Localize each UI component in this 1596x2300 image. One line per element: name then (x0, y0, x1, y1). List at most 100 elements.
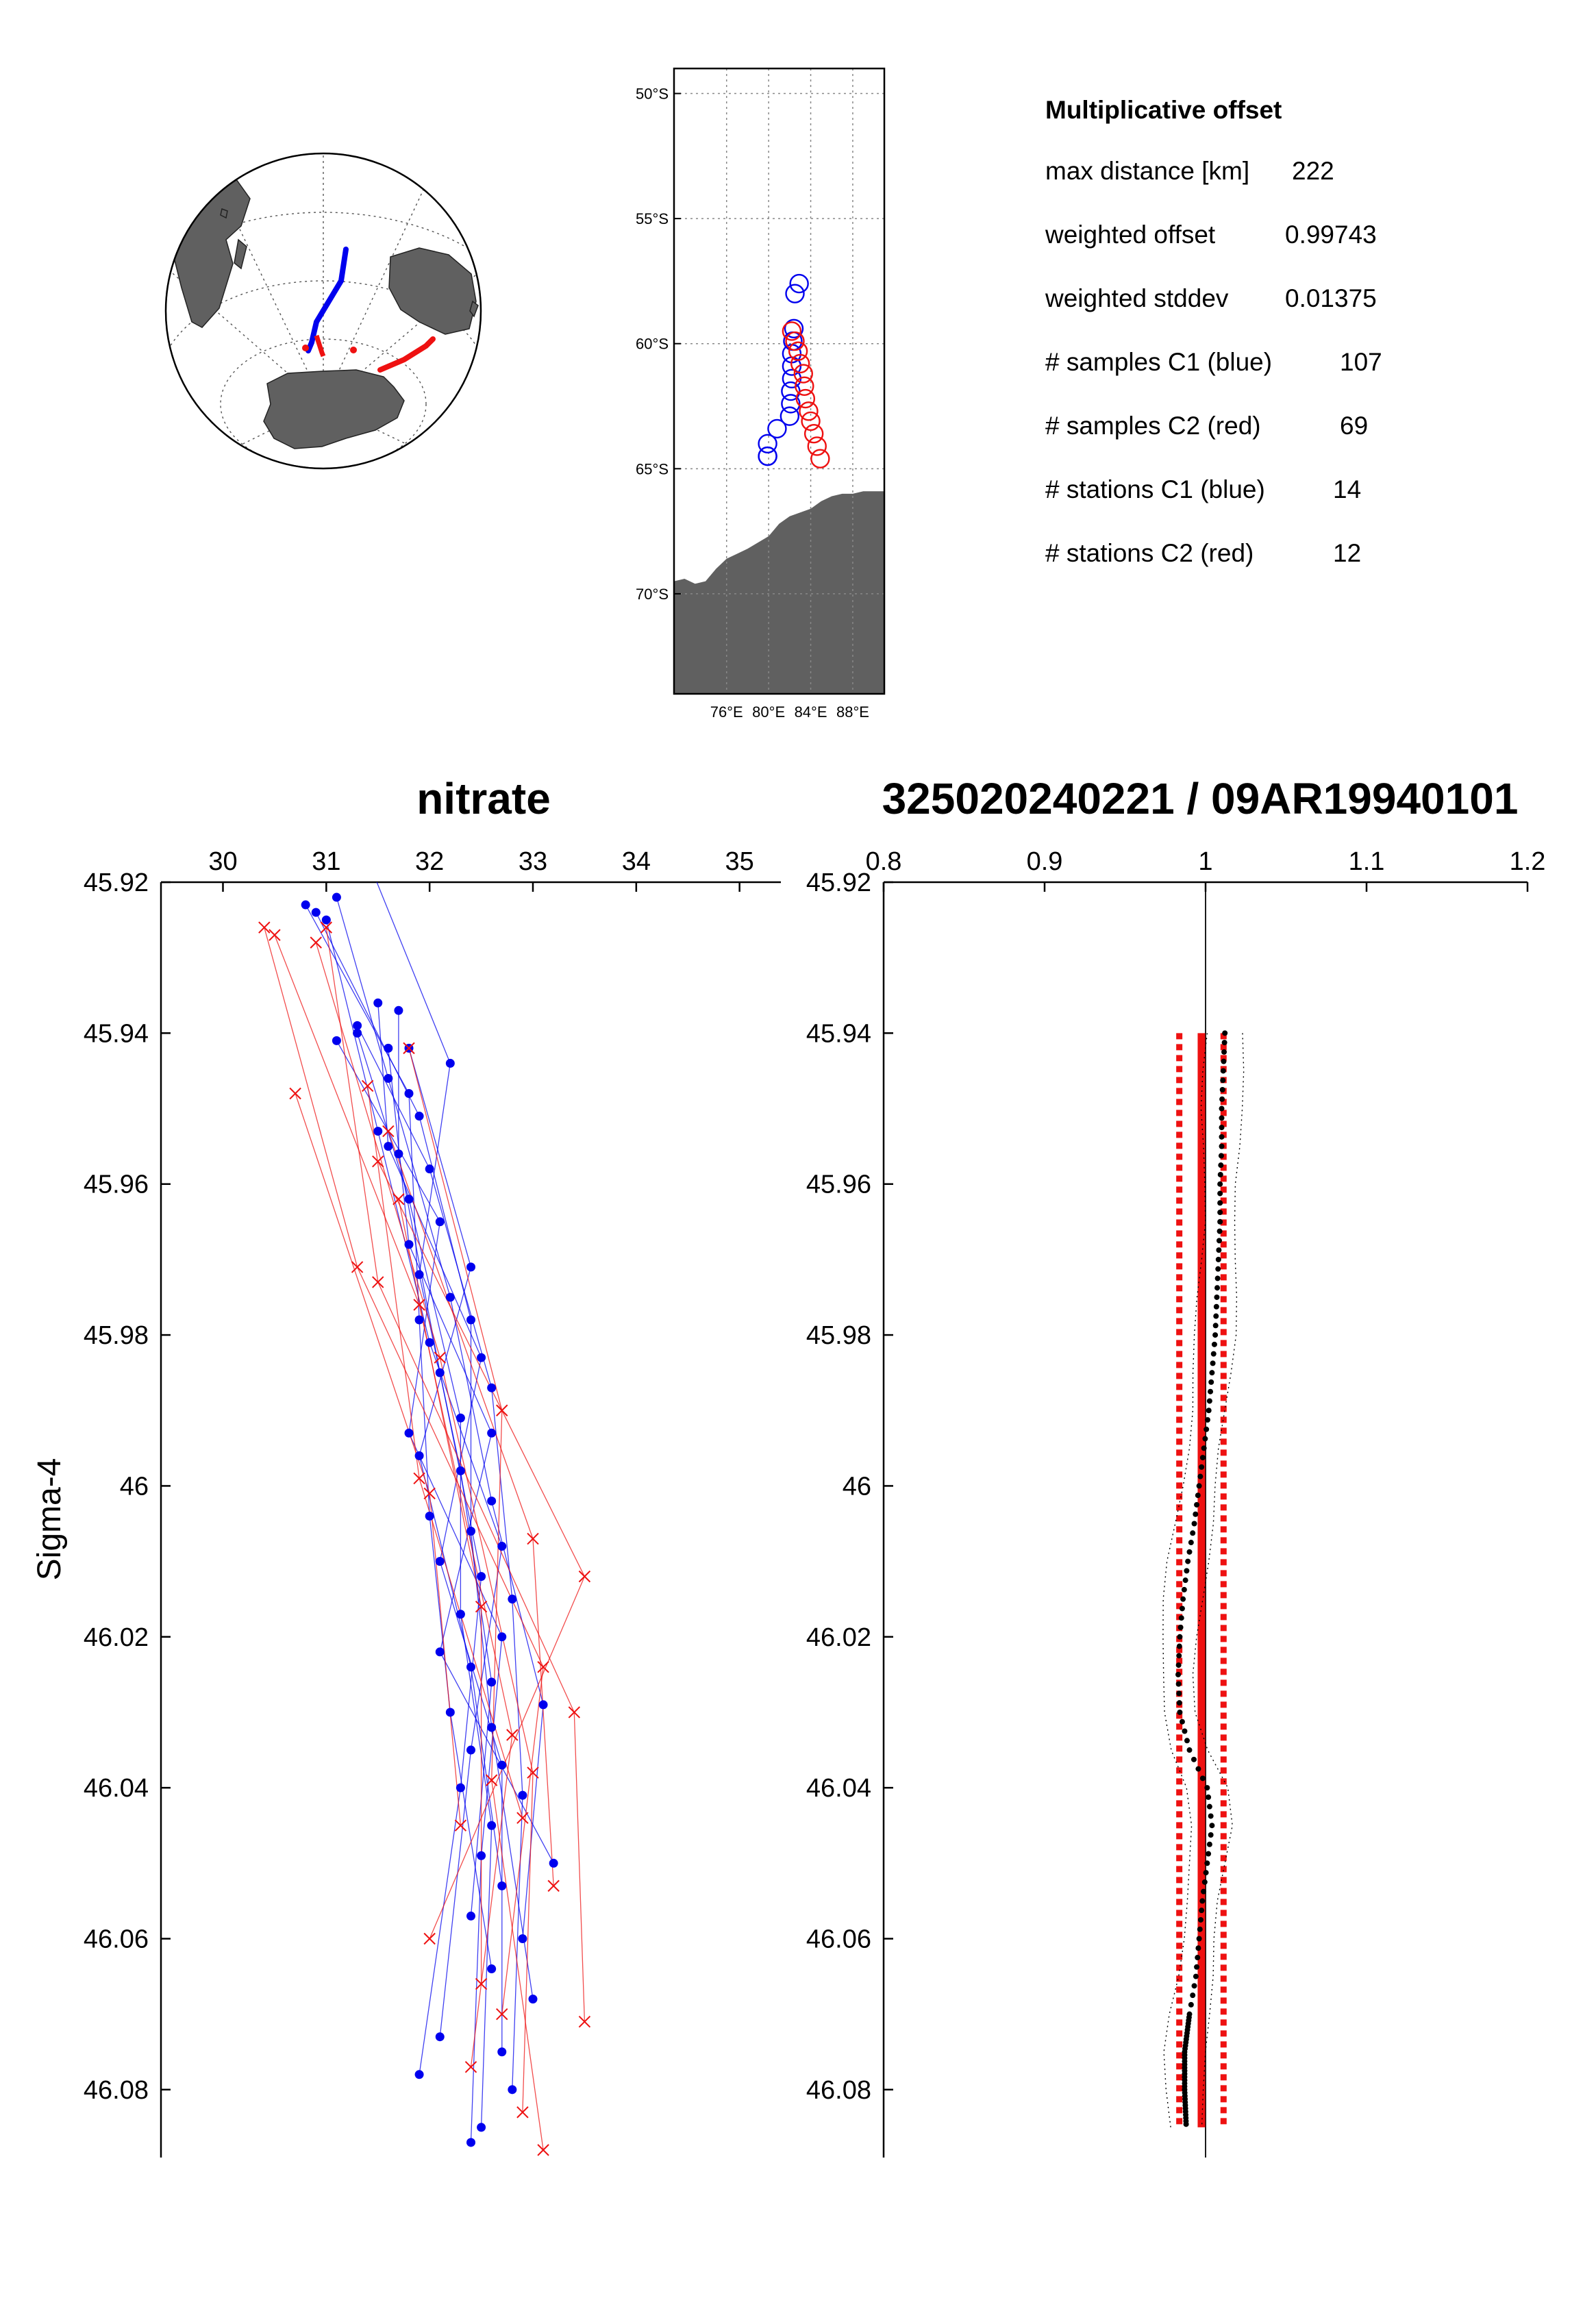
globe-point-c2 (302, 345, 309, 351)
offset-profile-dot (1194, 1501, 1200, 1508)
stats-label: max distance [km] (1045, 157, 1250, 185)
nitrate-c1-marker (414, 1112, 424, 1121)
stats-row: # samples C2 (red) 69 (1045, 412, 1382, 476)
nitrate-c1-marker (497, 1542, 507, 1551)
map-station-marker (793, 364, 814, 384)
nitrate-c2-marker (372, 1276, 384, 1288)
globe-land (166, 179, 479, 449)
nitrate-y-tick-label: 45.98 (84, 1321, 149, 1350)
nitrate-y-tick-label: 46.04 (84, 1774, 149, 1803)
nitrate-c1-marker (477, 1851, 486, 1860)
offset-profile-dot (1199, 1775, 1206, 1782)
offset-profile-dot (1221, 1049, 1227, 1055)
nitrate-c1-marker (384, 1073, 393, 1083)
nitrate-c1-marker (394, 1149, 403, 1159)
nitrate-c1-marker (508, 2085, 517, 2095)
nitrate-c1-marker (477, 2123, 486, 2132)
nitrate-c1-marker (414, 1451, 424, 1460)
offset-profile-dot (1217, 1228, 1223, 1234)
offset-profile-dot (1181, 1586, 1187, 1592)
offset-y-tick-label: 45.96 (806, 1171, 871, 1199)
nitrate-c2-marker (496, 2008, 508, 2021)
offset-profile-dot (1188, 1540, 1194, 1546)
map-y-tick-label: 60°S (636, 336, 669, 353)
offset-profile-dot (1208, 1379, 1214, 1385)
offset-panel: 0.8 0.9 1 1.1 1.2 45.92 45.94 45.96 45.98 46 46.02… (806, 847, 1545, 2158)
nitrate-c1-marker (487, 1428, 497, 1438)
nitrate-c2-marker (361, 1079, 374, 1092)
offset-profile-dot (1180, 1596, 1186, 1602)
nitrate-x-tick-label: 31 (312, 847, 340, 876)
nitrate-c2-marker (527, 1532, 539, 1545)
nitrate-c2-marker (258, 921, 271, 934)
offset-profile-dot (1195, 1492, 1201, 1499)
stats-label: # stations C1 (blue) (1045, 475, 1265, 503)
offset-profile-dot (1220, 1068, 1226, 1074)
offset-profile-dot (1176, 1643, 1182, 1649)
nitrate-c1-marker (538, 1700, 548, 1710)
offset-y-tick-label: 45.92 (806, 868, 871, 897)
nitrate-profile-line (367, 1086, 523, 1818)
nitrate-profile-line (274, 934, 513, 2067)
nitrate-c1-marker (456, 1610, 465, 1619)
offset-profile-dot (1208, 1388, 1214, 1395)
offset-profile-dot (1213, 1313, 1219, 1319)
map-land (674, 491, 884, 694)
offset-profile-dot (1208, 1832, 1214, 1838)
nitrate-x-tick-label: 33 (519, 847, 547, 876)
offset-profile-dot (1190, 1992, 1196, 1999)
nitrate-c2-marker (506, 1729, 519, 1741)
offset-y-tick-label: 45.98 (806, 1321, 871, 1350)
offset-profile-dot (1216, 1247, 1222, 1253)
nitrate-c2-marker (578, 2015, 591, 2028)
offset-envelope-left (1162, 1033, 1208, 2127)
nitrate-c1-marker (528, 1995, 538, 2004)
nitrate-c2-marker (516, 2106, 529, 2118)
globe-track-c1 (306, 247, 349, 353)
nitrate-c1-marker (487, 1496, 497, 1505)
offset-profile-dot (1197, 1916, 1204, 1923)
map-station-marker (801, 411, 821, 432)
offset-profile-dot (1216, 1238, 1222, 1244)
offset-profile-dot (1182, 1728, 1188, 1734)
offset-profile-dot (1194, 1964, 1200, 1970)
offset-profile-dot (1201, 1879, 1208, 1885)
nitrate-plot-area (258, 855, 591, 2156)
offset-profile-dot (1206, 1408, 1212, 1414)
map-station-marker (785, 331, 805, 351)
offset-profile-dot (1203, 1870, 1209, 1876)
nitrate-c2-marker (372, 1155, 384, 1168)
nitrate-c1-marker (301, 900, 310, 910)
map-station-marker (799, 401, 819, 421)
nitrate-c1-marker (466, 1745, 475, 1755)
map-station-marker (810, 449, 830, 468)
offset-profile-dot (1195, 1955, 1201, 1961)
offset-y-tick-label: 46.04 (806, 1774, 871, 1803)
nitrate-x-tick-label: 34 (622, 847, 651, 876)
offset-profile-dot (1197, 1926, 1203, 1932)
offset-profile-dot (1217, 1190, 1223, 1197)
nitrate-c1-marker (466, 1262, 475, 1272)
nitrate-c2-marker (527, 1766, 539, 1779)
map-y-tick-label: 70°S (636, 586, 669, 603)
nitrate-c2-marker (434, 1351, 446, 1364)
map-station-marker (795, 388, 816, 409)
nitrate-c1-marker (466, 1315, 475, 1325)
offset-profile-dot (1195, 1766, 1201, 1772)
nitrate-c2-marker (269, 929, 281, 941)
nitrate-c1-marker (466, 1527, 475, 1536)
offset-profile-dot (1175, 1681, 1182, 1687)
stats-row: max distance [km] 222 (1045, 158, 1382, 221)
station-map: 76°E 80°E 84°E 88°E 50°S 55°S 60°S 65°S 70°S (636, 67, 886, 721)
nitrate-c1-marker (363, 855, 372, 864)
offset-profile-dot (1219, 1143, 1225, 1149)
nitrate-c1-marker (435, 1368, 445, 1377)
nitrate-c1-marker (414, 2070, 424, 2079)
offset-profile-dot (1202, 1436, 1208, 1442)
nitrate-c1-marker (373, 998, 383, 1008)
offset-profile-dot (1176, 1653, 1182, 1659)
nitrate-c1-marker (404, 1195, 414, 1204)
offset-profile-dot (1195, 1945, 1201, 1951)
offset-profile-dot (1175, 1662, 1182, 1668)
offset-profile-dot (1218, 1162, 1224, 1168)
